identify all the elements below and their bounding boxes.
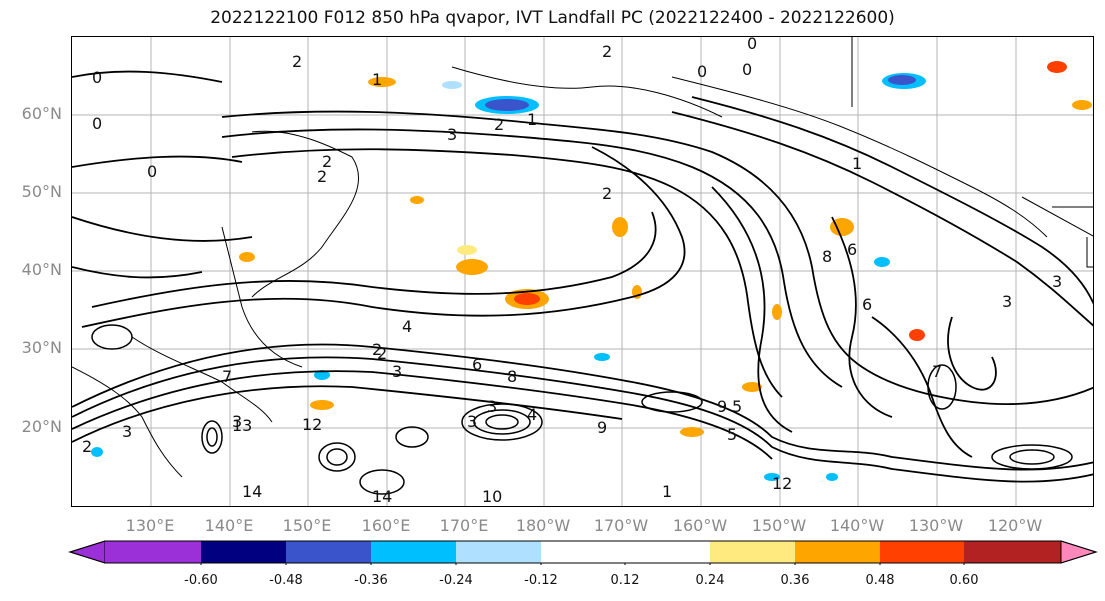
lon-label: 160°E bbox=[361, 516, 411, 535]
contour-label: 9 bbox=[597, 418, 607, 437]
colorbar-segment bbox=[201, 541, 286, 563]
lon-label: 170°W bbox=[593, 516, 649, 535]
lon-label: 150°W bbox=[751, 516, 807, 535]
contour-label: 2 bbox=[494, 115, 504, 134]
qvapor-patches bbox=[91, 61, 1092, 481]
colorbar-tick-label: -0.48 bbox=[269, 573, 303, 588]
colorbar-segment bbox=[795, 541, 880, 563]
colorbar-segment bbox=[371, 541, 456, 563]
contour-label: 2 bbox=[292, 52, 302, 71]
contour-label: 3 bbox=[447, 125, 457, 144]
lon-label: 130°E bbox=[125, 516, 175, 535]
map-panel: 0 0 0 1 2 3 2 2 1 0 2 3 2 0 0 4 2 3 6 8 4 6 9 5 3 1 3 3 3 2 12 13 14 14 9 1… bbox=[71, 36, 1094, 507]
contour-label: 9 bbox=[717, 397, 727, 416]
contour-label: 3 bbox=[232, 412, 242, 431]
ivt-contours-small bbox=[91, 324, 1073, 495]
colorbar-segment bbox=[105, 541, 201, 563]
contour-label: 0 bbox=[92, 68, 102, 87]
colorbar-tick-label: -0.60 bbox=[184, 573, 218, 588]
contour-label: 4 bbox=[527, 405, 537, 424]
lon-label: 140°E bbox=[204, 516, 254, 535]
contour-label: 6 bbox=[472, 355, 482, 374]
lon-label: 160°W bbox=[672, 516, 728, 535]
lon-label: 150°E bbox=[282, 516, 332, 535]
lat-label: 30°N bbox=[21, 338, 62, 357]
lon-label: 180°W bbox=[515, 516, 571, 535]
contour-label: 12 bbox=[302, 415, 322, 434]
contour-label: 0 bbox=[697, 62, 707, 81]
contour-label: 5 bbox=[727, 425, 737, 444]
contour-label: 3 bbox=[487, 397, 497, 416]
colorbar bbox=[68, 540, 1098, 565]
contour-label: 13 bbox=[232, 416, 252, 435]
colorbar-segment bbox=[710, 541, 795, 563]
colorbar-segment bbox=[541, 541, 625, 563]
lon-label: 130°W bbox=[908, 516, 964, 535]
colorbar-tick-label: 0.36 bbox=[780, 573, 810, 588]
map-title: 2022122100 F012 850 hPa qvapor, IVT Land… bbox=[210, 8, 895, 28]
lon-label: 140°W bbox=[829, 516, 885, 535]
contour-label: 0 bbox=[747, 37, 757, 53]
contour-label: 8 bbox=[822, 247, 832, 266]
contour-label: 2 bbox=[602, 184, 612, 203]
contour-label: 8 bbox=[507, 367, 517, 386]
lat-label: 20°N bbox=[21, 417, 62, 436]
contour-label: 7 bbox=[222, 367, 232, 386]
coastlines bbox=[72, 37, 1093, 478]
gridlines bbox=[72, 37, 1093, 506]
contour-label: 1 bbox=[662, 482, 672, 501]
colorbar-tick-label: 0.60 bbox=[949, 573, 979, 588]
contour-label: 10 bbox=[482, 487, 502, 506]
lat-label: 40°N bbox=[21, 260, 62, 279]
colorbar-outline bbox=[68, 540, 1098, 564]
colorbar-tick-label: 0.24 bbox=[695, 573, 725, 588]
colorbar-segment bbox=[456, 541, 541, 563]
colorbar-extend-max bbox=[1060, 540, 1098, 564]
contour-label: 0 bbox=[92, 114, 102, 133]
colorbar-segment bbox=[286, 541, 371, 563]
contour-label: 2 bbox=[317, 167, 327, 186]
contour-label: 14 bbox=[242, 482, 262, 501]
contour-label: 1 bbox=[527, 110, 537, 129]
contour-label: 3 bbox=[1052, 272, 1062, 291]
colorbar-segment bbox=[625, 541, 710, 563]
contour-label: 2 bbox=[82, 437, 92, 456]
contour-label: 3 bbox=[392, 362, 402, 381]
contour-label: 3 bbox=[122, 422, 132, 441]
colorbar-tick-label: 0.48 bbox=[865, 573, 895, 588]
colorbar-tick-label: -0.24 bbox=[439, 573, 473, 588]
colorbar-segment bbox=[964, 541, 1061, 563]
colorbar-segment bbox=[880, 541, 964, 563]
contour-label: 14 bbox=[372, 487, 392, 506]
contour-label: 0 bbox=[742, 60, 752, 79]
colorbar-tick-label: 0.12 bbox=[610, 573, 640, 588]
contour-label: 6 bbox=[847, 240, 857, 259]
colorbar-tick-label: -0.36 bbox=[354, 573, 388, 588]
contour-label: 3 bbox=[467, 412, 477, 431]
lat-label: 60°N bbox=[21, 104, 62, 123]
contour-label: 12 bbox=[772, 474, 792, 493]
contour-label: 4 bbox=[402, 317, 412, 336]
contour-label: 3 bbox=[1002, 292, 1012, 311]
lon-label: 120°W bbox=[987, 516, 1043, 535]
contour-label: 1 bbox=[372, 70, 382, 89]
ivt-contours bbox=[72, 70, 1093, 483]
contour-label: 2 bbox=[372, 340, 382, 359]
lat-label: 50°N bbox=[21, 182, 62, 201]
colorbar-tick-label: -0.12 bbox=[524, 573, 558, 588]
colorbar-extend-min bbox=[68, 540, 106, 564]
contour-label: 1 bbox=[852, 154, 862, 173]
contour-label: 2 bbox=[602, 42, 612, 61]
contour-label: 7 bbox=[932, 362, 942, 381]
contour-label: 2 bbox=[322, 152, 332, 171]
contour-label: 2 bbox=[377, 344, 387, 363]
lon-label: 170°E bbox=[439, 516, 489, 535]
contour-label: 6 bbox=[862, 295, 872, 314]
contour-label: 0 bbox=[147, 162, 157, 181]
contour-label: 5 bbox=[732, 397, 742, 416]
